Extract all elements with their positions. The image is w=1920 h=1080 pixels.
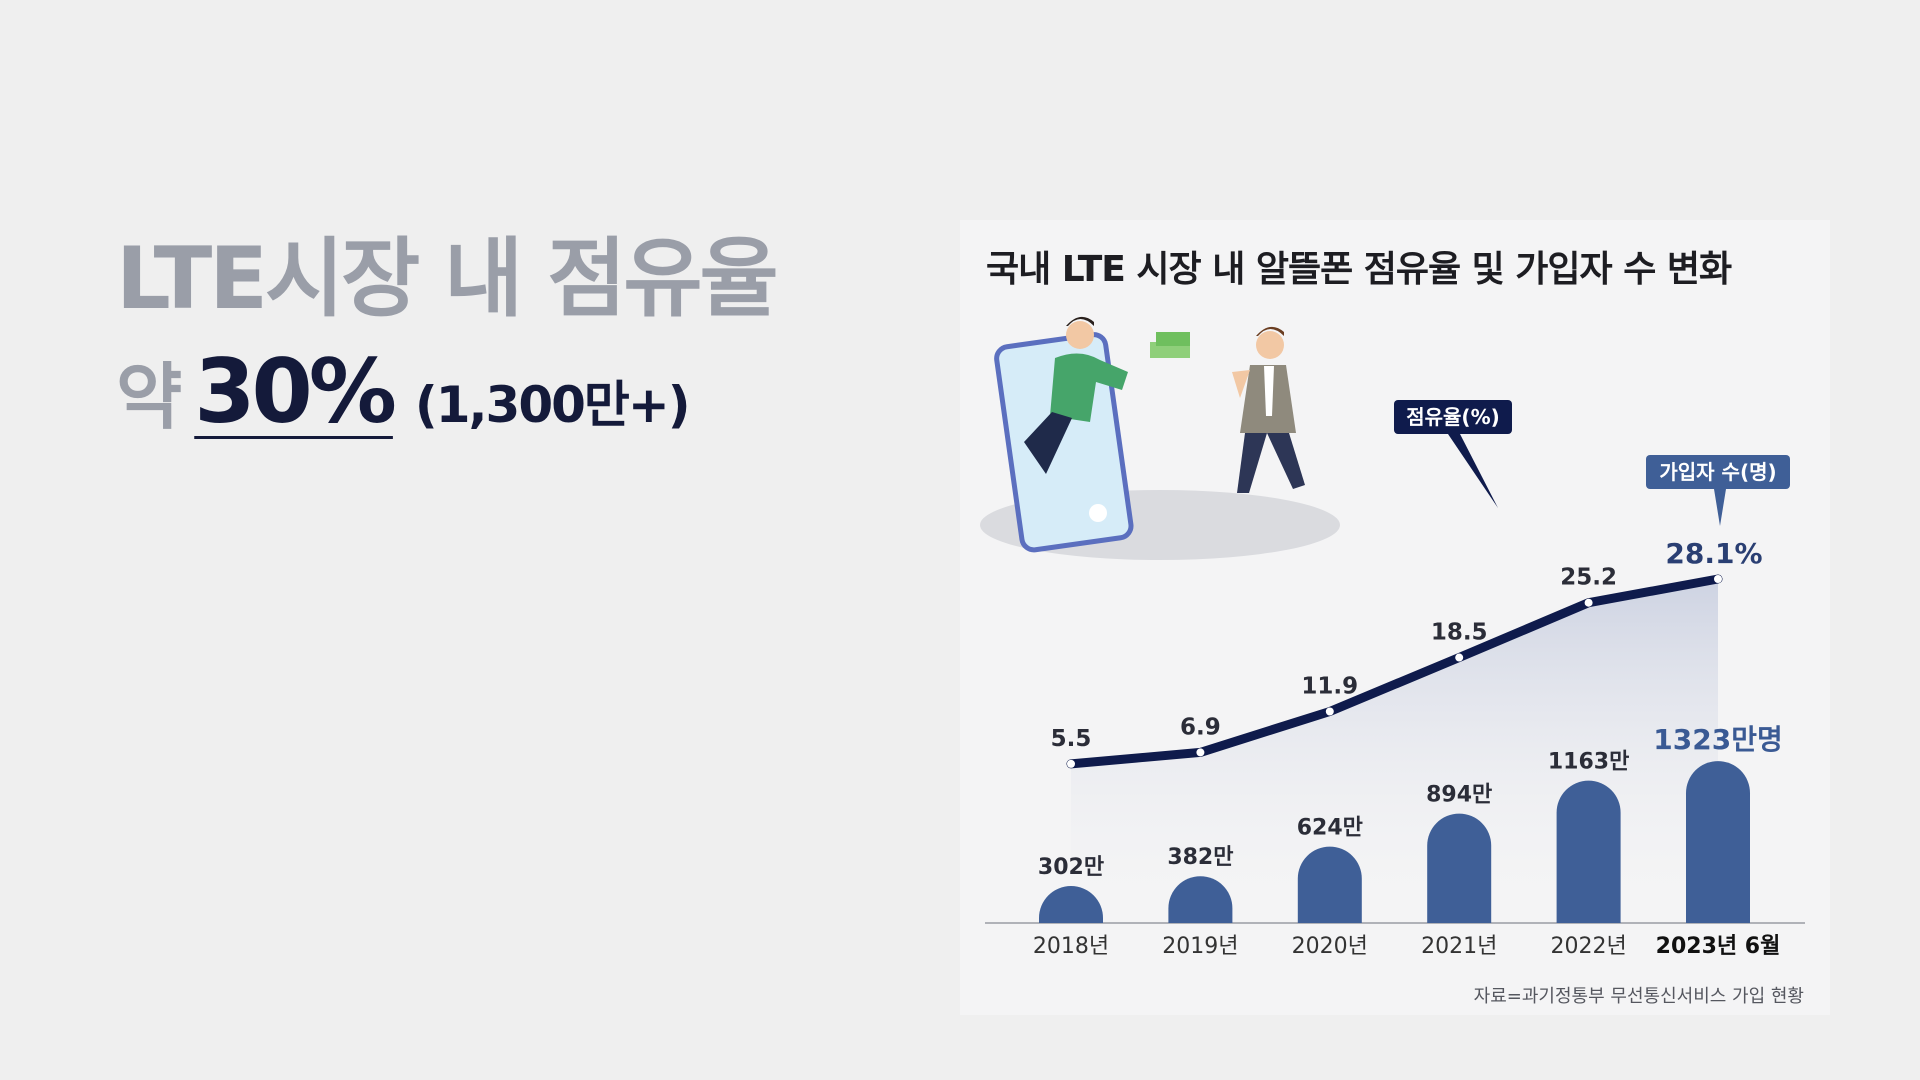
x-tick-3: 2021년: [1421, 934, 1497, 959]
bar-label-4: 1163만: [1548, 750, 1629, 775]
share-label-5: 28.1%: [1665, 537, 1762, 570]
share-label-2: 11.9: [1301, 674, 1358, 700]
bar-label-3: 894만: [1426, 783, 1492, 808]
x-tick-0: 2018년: [1033, 934, 1109, 959]
share-label-4: 25.2: [1560, 565, 1617, 591]
chart-card: 302만 382만 624만 894만 1163만 1323만명 5.5 6.9 11.9 18…: [960, 220, 1830, 1015]
share-line: [1066, 574, 1723, 769]
subs-tag: 가입자 수(명): [1646, 455, 1790, 526]
bar-5: [1686, 761, 1750, 923]
bars: [1039, 761, 1750, 923]
x-tick-5: 2023년 6월: [1656, 934, 1781, 959]
bar-label-2: 624만: [1297, 816, 1363, 841]
share-label-0: 5.5: [1051, 726, 1092, 752]
share-percent: 30%: [194, 340, 397, 443]
chart-title: 국내 LTE 시장 내 알뜰폰 점유율 및 가입자 수 변화: [986, 249, 1732, 290]
bar-0: [1039, 886, 1103, 923]
share-points: [1067, 574, 1722, 768]
bar-2: [1297, 846, 1362, 923]
share-point-3: [1455, 653, 1464, 662]
share-tag: 점유율(%): [1394, 400, 1512, 508]
share-point-4: [1584, 598, 1593, 607]
line-labels: 5.5 6.9 11.9 18.5 25.2 28.1%: [1051, 537, 1763, 752]
bar-label-0: 302만: [1038, 855, 1104, 880]
subline: 약 30% (1,300만+): [116, 338, 691, 443]
share-label-1: 6.9: [1180, 714, 1221, 740]
x-tick-4: 2022년: [1550, 934, 1626, 959]
approx-label: 약: [116, 355, 182, 439]
share-tag-label: 점유율(%): [1406, 405, 1500, 429]
bar-1: [1168, 876, 1233, 923]
share-point-0: [1067, 759, 1075, 768]
x-ticks: 2018년 2019년 2020년 2021년 2022년 2023년 6월: [1033, 934, 1780, 959]
share-point-5: [1714, 574, 1722, 583]
share-point-1: [1196, 748, 1205, 757]
share-label-3: 18.5: [1431, 620, 1488, 646]
illustration: [980, 316, 1340, 560]
bar-label-5: 1323만명: [1653, 723, 1782, 756]
headline: LTE시장 내 점유율: [116, 229, 779, 329]
bar-label-1: 382만: [1167, 845, 1233, 870]
x-tick-2: 2020년: [1292, 934, 1368, 959]
bar-labels: 302만 382만 624만 894만 1163만 1323만명: [1038, 723, 1783, 880]
bar-4: [1556, 780, 1621, 923]
bar-3: [1427, 813, 1492, 923]
share-point-2: [1325, 707, 1334, 716]
chart-svg: 302만 382만 624만 894만 1163만 1323만명 5.5 6.9 11.9 18…: [980, 316, 1805, 959]
source-note: 자료=과기정통부 무선통신서비스 가입 현황: [1473, 986, 1804, 1007]
subscriber-note: (1,300만+): [414, 376, 691, 434]
area-fill: [1071, 579, 1718, 923]
subs-tag-label: 가입자 수(명): [1659, 460, 1776, 484]
x-tick-1: 2019년: [1162, 934, 1238, 959]
